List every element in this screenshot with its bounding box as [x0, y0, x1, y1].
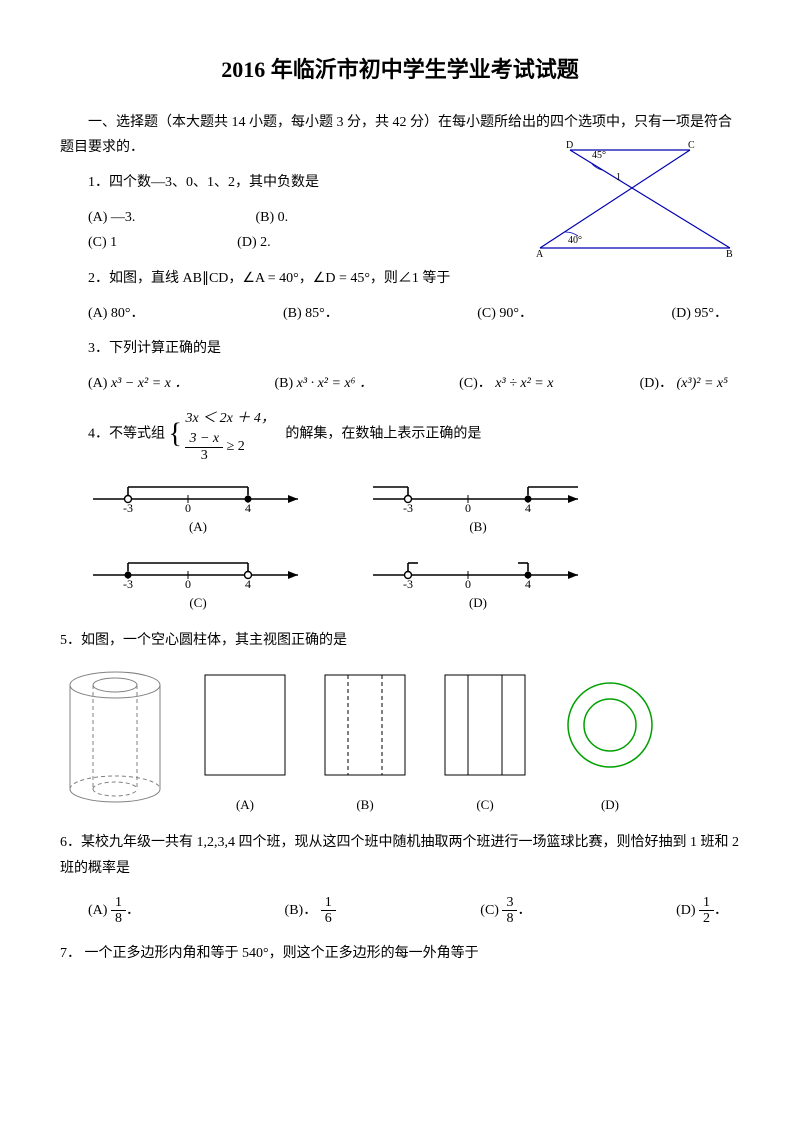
q4-line1: 3x ＜ 2x ＋ 4， [185, 406, 274, 431]
geom-D: D [566, 140, 573, 151]
q4-opt-b: -304 (B) [368, 477, 588, 538]
q5-opt-b: (B) [320, 670, 410, 817]
svg-text:-3: -3 [123, 577, 133, 589]
q5-opt-d: (D) [560, 670, 660, 817]
geom-45: 45° [592, 150, 606, 161]
q6-a: (A) 18． [88, 895, 140, 927]
geom-B: B [726, 249, 733, 260]
svg-text:-3: -3 [403, 501, 413, 513]
q4-pre: 4．不等式组 [88, 427, 165, 442]
q4-opt-c: -304 (C) [88, 553, 308, 614]
q3-a: (A) x³ − x² = x ． [88, 371, 188, 396]
geom-1: 1 [616, 172, 621, 183]
q1-a: (A) ―3. [88, 205, 135, 230]
q1-c: (C) 1 [88, 230, 117, 255]
q5-opt-c: (C) [440, 670, 530, 817]
q6-text: 6．某校九年级一共有 1,2,3,4 四个班，现从这四个班中随机抽取两个班进行一… [60, 830, 740, 880]
q4: 4．不等式组 { 3x ＜ 2x ＋ 4， 3 − x3 ≥ 2 的解集，在数轴… [88, 406, 740, 463]
q3-text: 3．下列计算正确的是 [88, 336, 740, 361]
q6-d: (D) 12． [676, 895, 728, 927]
geom-C: C [688, 140, 695, 151]
q1-d: (D) 2. [237, 230, 270, 255]
q2-a: (A) 80°． [88, 301, 145, 326]
svg-text:0: 0 [465, 501, 471, 513]
svg-text:-3: -3 [403, 577, 413, 589]
q4-line2: 3 − x3 ≥ 2 [185, 431, 274, 463]
svg-text:0: 0 [185, 501, 191, 513]
q1-b: (B) 0. [255, 205, 288, 230]
svg-text:-3: -3 [123, 501, 133, 513]
q3-c: (C)． x³ ÷ x² = x [459, 371, 553, 396]
q2-c: (C) 90°． [477, 301, 533, 326]
page-title: 2016 年临沂市初中学生学业考试试题 [60, 50, 740, 90]
svg-text:0: 0 [185, 577, 191, 589]
geom-A: A [536, 249, 544, 260]
geometry-figure: A B C D 45° 40° 1 [530, 140, 740, 260]
svg-text:4: 4 [525, 577, 531, 589]
q5-text: 5．如图，一个空心圆柱体，其主视图正确的是 [60, 628, 740, 653]
q3-d: (D)． (x³)² = x⁵ [640, 371, 728, 396]
svg-text:4: 4 [525, 501, 531, 513]
q6-b: (B)． 16 [285, 895, 336, 927]
q2-text: 2．如图，直线 AB∥CD，∠A = 40°，∠D = 45°，则∠1 等于 [88, 266, 740, 291]
svg-text:4: 4 [245, 577, 251, 589]
q4-opt-a: -304 (A) [88, 477, 308, 538]
q5-cylinder [60, 667, 170, 816]
q2-b: (B) 85°． [283, 301, 339, 326]
geom-40: 40° [568, 235, 582, 246]
q4-opt-d: -304 (D) [368, 553, 588, 614]
q7-text: 7． 一个正多边形内角和等于 540°，则这个正多边形的每一外角等于 [60, 941, 740, 966]
q5-opt-a: (A) [200, 670, 290, 817]
q6-c: (C) 38． [480, 895, 531, 927]
q4-post: 的解集，在数轴上表示正确的是 [285, 427, 481, 442]
svg-text:4: 4 [245, 501, 251, 513]
svg-text:0: 0 [465, 577, 471, 589]
q3-b: (B) x³ · x² = x⁶ ． [274, 371, 373, 396]
q2-d: (D) 95°． [671, 301, 728, 326]
